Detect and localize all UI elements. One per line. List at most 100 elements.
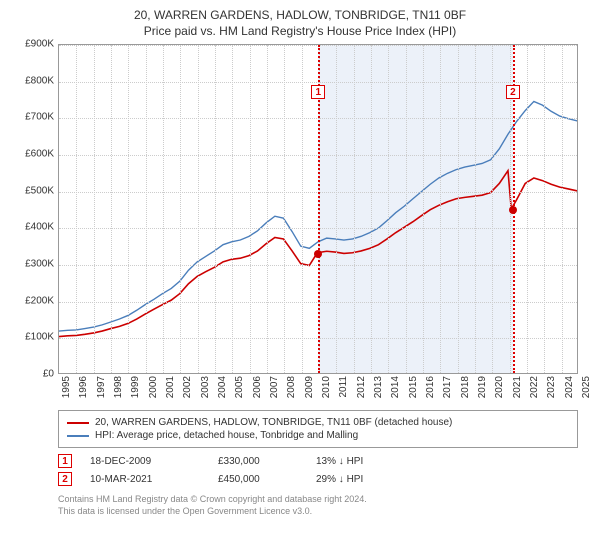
gridline-v: [406, 45, 407, 373]
gridline-v: [527, 45, 528, 373]
sale-price: £330,000: [218, 456, 298, 467]
sale-diff: 13% ↓ HPI: [316, 456, 436, 467]
gridline-v: [94, 45, 95, 373]
sale-marker: 1: [58, 454, 72, 468]
gridline-v: [562, 45, 563, 373]
x-tick-label: 2009: [304, 376, 315, 398]
gridline-v: [336, 45, 337, 373]
y-axis: £0£100K£200K£300K£400K£500K£600K£700K£80…: [12, 44, 58, 374]
sale-marker: 2: [58, 472, 72, 486]
x-tick-label: 2015: [408, 376, 419, 398]
chart-wrap: £0 £100K £200K £300K £400K £500K £600K £700K £80…: [12, 44, 588, 404]
gridline-v: [458, 45, 459, 373]
x-tick-label: 2012: [356, 376, 367, 398]
x-tick-label: 2011: [338, 376, 349, 398]
y-tick-label: £300K: [25, 259, 54, 270]
x-tick-label: 2018: [460, 376, 471, 398]
y-tick-label: £100K: [25, 332, 54, 343]
y-tick-label: £800K: [25, 75, 54, 86]
gridline-v: [128, 45, 129, 373]
gridline-v: [111, 45, 112, 373]
gridline-v: [371, 45, 372, 373]
gridline-v: [163, 45, 164, 373]
x-tick-label: 2003: [200, 376, 211, 398]
x-tick-label: 2001: [165, 376, 176, 398]
sale-date: 18-DEC-2009: [90, 456, 200, 467]
footer: Contains HM Land Registry data © Crown c…: [58, 494, 578, 517]
x-tick-label: 2014: [390, 376, 401, 398]
gridline-v: [492, 45, 493, 373]
x-tick-label: 2013: [373, 376, 384, 398]
gridline-v: [354, 45, 355, 373]
gridline-v: [267, 45, 268, 373]
gridline-v: [544, 45, 545, 373]
y-tick-label: £400K: [25, 222, 54, 233]
y-tick-label: £200K: [25, 295, 54, 306]
x-tick-label: 2002: [182, 376, 193, 398]
marker-box: 1: [311, 85, 325, 99]
sale-date: 10-MAR-2021: [90, 474, 200, 485]
marker-box: 2: [506, 85, 520, 99]
gridline-v: [475, 45, 476, 373]
sale-row: 1 18-DEC-2009 £330,000 13% ↓ HPI: [58, 454, 578, 468]
y-tick-label: £0: [43, 369, 54, 380]
sale-row: 2 10-MAR-2021 £450,000 29% ↓ HPI: [58, 472, 578, 486]
gridline-v: [388, 45, 389, 373]
y-tick-label: £900K: [25, 39, 54, 50]
gridline-v: [76, 45, 77, 373]
legend-row: HPI: Average price, detached house, Tonb…: [67, 430, 569, 441]
sale-diff: 29% ↓ HPI: [316, 474, 436, 485]
x-tick-label: 2019: [477, 376, 488, 398]
x-tick-label: 1999: [130, 376, 141, 398]
x-tick-label: 2023: [546, 376, 557, 398]
gridline-v: [302, 45, 303, 373]
legend: 20, WARREN GARDENS, HADLOW, TONBRIDGE, T…: [58, 410, 578, 448]
gridline-v: [146, 45, 147, 373]
x-tick-label: 1995: [61, 376, 72, 398]
x-tick-label: 2020: [494, 376, 505, 398]
y-tick-label: £600K: [25, 149, 54, 160]
sale-price: £450,000: [218, 474, 298, 485]
data-point: [509, 206, 517, 214]
x-tick-label: 2008: [286, 376, 297, 398]
x-tick-label: 2024: [564, 376, 575, 398]
legend-swatch: [67, 422, 89, 424]
data-point: [314, 250, 322, 258]
x-tick-label: 2025: [581, 376, 592, 398]
footer-line1: Contains HM Land Registry data © Crown c…: [58, 494, 578, 506]
chart-container: 20, WARREN GARDENS, HADLOW, TONBRIDGE, T…: [0, 0, 600, 560]
x-tick-label: 1996: [78, 376, 89, 398]
x-tick-label: 2022: [529, 376, 540, 398]
gridline-v: [232, 45, 233, 373]
x-tick-label: 2010: [321, 376, 332, 398]
gridline-v: [423, 45, 424, 373]
gridline-v: [284, 45, 285, 373]
x-tick-label: 2021: [512, 376, 523, 398]
gridline-v: [198, 45, 199, 373]
x-tick-label: 2000: [148, 376, 159, 398]
legend-label: HPI: Average price, detached house, Tonb…: [95, 430, 358, 441]
plot-area: 12: [58, 44, 578, 374]
chart-subtitle: Price paid vs. HM Land Registry's House …: [12, 24, 588, 38]
legend-label: 20, WARREN GARDENS, HADLOW, TONBRIDGE, T…: [95, 417, 452, 428]
gridline-v: [215, 45, 216, 373]
gridline-v: [180, 45, 181, 373]
y-tick-label: £500K: [25, 185, 54, 196]
gridline-v: [440, 45, 441, 373]
sale-table: 1 18-DEC-2009 £330,000 13% ↓ HPI 2 10-MAR-202…: [58, 454, 578, 486]
x-tick-label: 2004: [217, 376, 228, 398]
chart-title: 20, WARREN GARDENS, HADLOW, TONBRIDGE, T…: [12, 8, 588, 22]
x-tick-label: 1997: [96, 376, 107, 398]
footer-line2: This data is licensed under the Open Gov…: [58, 506, 578, 518]
legend-swatch: [67, 435, 89, 437]
x-axis: 1995 1996 1997 1998 1999 2000 2001 2002 2003 2004…: [58, 374, 578, 404]
legend-row: 20, WARREN GARDENS, HADLOW, TONBRIDGE, T…: [67, 417, 569, 428]
x-tick-label: 2005: [234, 376, 245, 398]
y-tick-label: £700K: [25, 112, 54, 123]
x-tick-label: 2016: [425, 376, 436, 398]
x-tick-label: 2017: [442, 376, 453, 398]
x-tick-label: 2007: [269, 376, 280, 398]
gridline-v: [250, 45, 251, 373]
x-tick-label: 2006: [252, 376, 263, 398]
x-tick-label: 1998: [113, 376, 124, 398]
